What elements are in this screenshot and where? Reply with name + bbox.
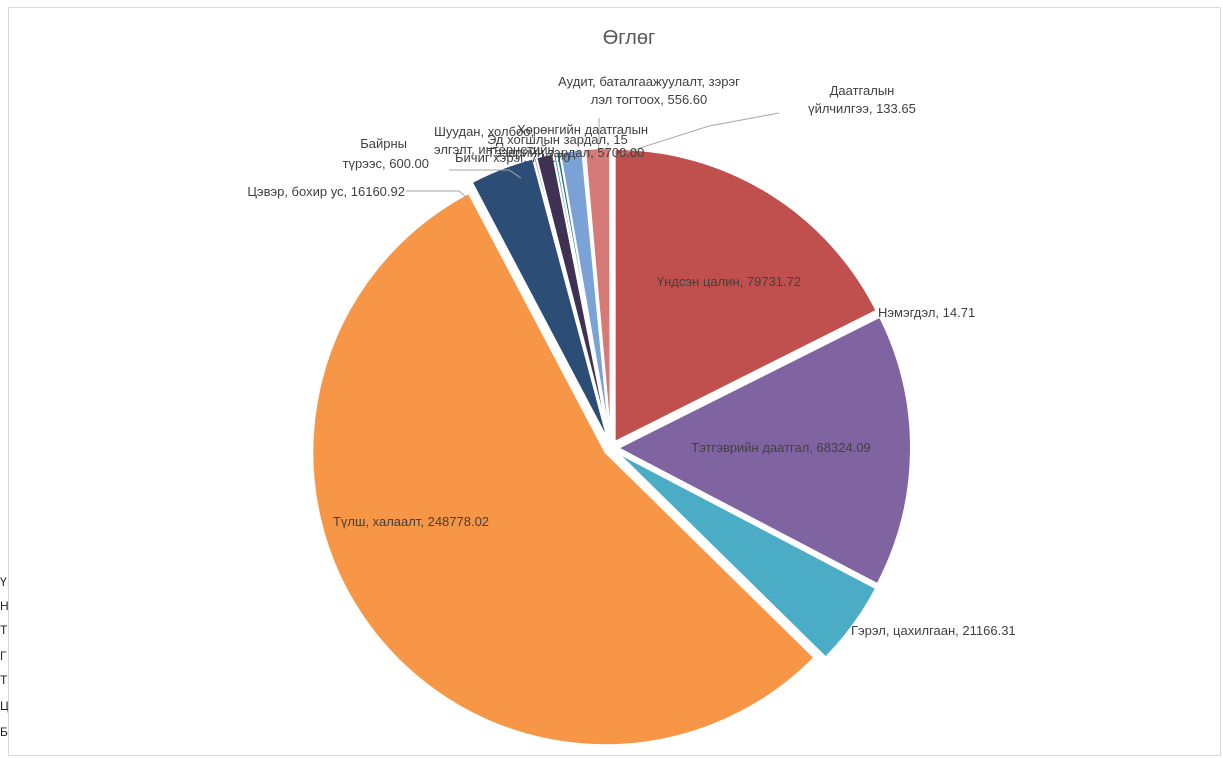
pie-chart[interactable]: Өглөг Үндсэн цалин, 79731.72 Нэмэгдэл, 1…	[9, 8, 1222, 757]
row-stub: Т	[0, 673, 8, 687]
row-stub: Г	[0, 649, 7, 663]
pie-slice[interactable]	[311, 191, 816, 747]
data-label-audit-l2: лэл тогтоох, 556.60	[591, 92, 708, 107]
data-label-shuudan-l1: Шуудан, холбоо,	[434, 124, 534, 139]
data-label-undsen-tsalin: Үндсэн цалин, 79731.72	[657, 274, 801, 289]
row-stub: Ү	[0, 575, 7, 589]
data-label-tulsh: Түлш, халаалт, 248778.02	[333, 514, 489, 529]
pie-slice[interactable]	[616, 312, 881, 446]
data-label-shuudan-l2: элгэлт, интернетийн	[434, 142, 555, 157]
row-stub: Н	[0, 599, 9, 613]
data-labels: Үндсэн цалин, 79731.72 Нэмэгдэл, 14.71 Т…	[247, 74, 1015, 638]
leader-line	[449, 169, 522, 179]
data-label-audit-l1: Аудит, баталгаажуулалт, зэрэг	[558, 74, 740, 89]
pie-slice[interactable]	[615, 315, 912, 586]
data-label-tetgevriin-daatgal: Тэтгэврийн даатгал, 68324.09	[691, 440, 871, 455]
data-label-nemegdel: Нэмэгдэл, 14.71	[878, 305, 975, 320]
data-label-bairny-tures-l1: Байрны	[360, 136, 407, 151]
row-stub: Ц	[0, 699, 9, 713]
data-label-overlap: Эд хогшлын зардал, 15	[487, 132, 628, 147]
leader-lines	[406, 112, 780, 199]
data-label-gerel: Гэрэл, цахилгаан, 21166.31	[851, 623, 1016, 638]
data-label-bairny-tures-l2: түрээс, 600.00	[343, 156, 429, 171]
pie-slices	[311, 146, 912, 747]
pie-slice[interactable]	[613, 148, 878, 444]
data-label-daatgal-l2: үйлчилгээ, 133.65	[808, 101, 916, 116]
data-label-daatgal-l1: Даатгалын	[830, 83, 895, 98]
leader-line	[614, 112, 780, 157]
leader-line	[406, 190, 468, 199]
row-stub: Т	[0, 623, 8, 637]
pie-slice[interactable]	[615, 451, 878, 659]
data-label-bichig-kherег: Бичиг хэрэг, 726.70	[455, 150, 570, 165]
chart-area[interactable]: Өглөг Үндсэн цалин, 79731.72 Нэмэгдэл, 1…	[8, 7, 1221, 756]
pie-slice[interactable]	[609, 146, 612, 442]
leader-line	[596, 118, 600, 159]
chart-title: Өглөг	[603, 27, 656, 49]
data-label-tsever-us: Цэвэр, бохир ус, 16160.92	[247, 184, 405, 199]
row-stub: Б	[0, 725, 8, 739]
data-label-overlap: Хөрөнгийн даатгалын	[517, 122, 648, 137]
data-label-overlap: Тээврийн зардал, 5700.00	[487, 145, 644, 160]
